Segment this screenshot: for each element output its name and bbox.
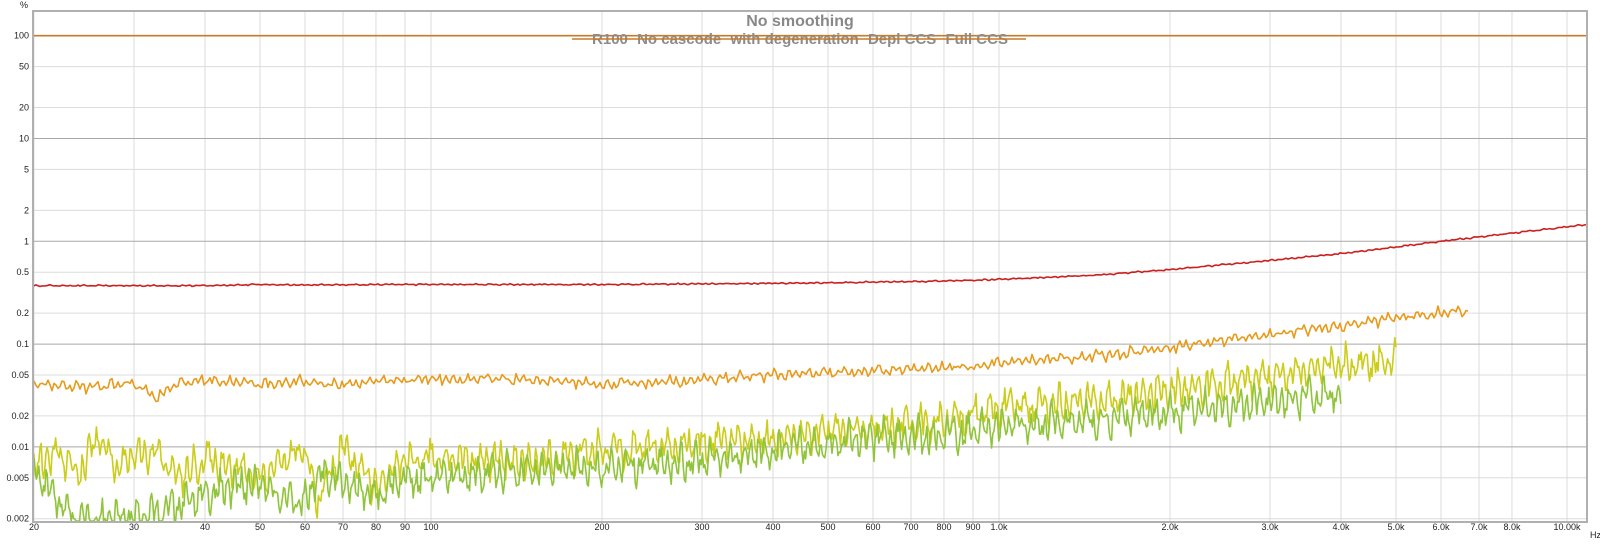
x-tick-label-2: 40 — [200, 522, 210, 532]
y-unit-label: % — [20, 0, 28, 10]
y-tick-label-14: 0.002 — [6, 514, 29, 524]
x-tick-label-21: 5.0k — [1388, 522, 1406, 532]
x-tick-label-10: 300 — [695, 522, 710, 532]
x-tick-label-6: 80 — [371, 522, 381, 532]
x-tick-label-17: 1.0k — [991, 522, 1009, 532]
series-line-4 — [33, 373, 1342, 522]
y-tick-label-9: 0.1 — [16, 339, 29, 349]
x-tick-label-4: 60 — [300, 522, 310, 532]
x-tick-label-15: 800 — [936, 522, 951, 532]
y-axis: 100 50 20 10 5 2 1 0.5 0.2 0.1 0.05 0.02 0.01 0.005 0.… — [6, 31, 29, 524]
x-tick-label-11: 400 — [765, 522, 780, 532]
y-tick-label-7: 0.5 — [16, 267, 29, 277]
plot-frame — [32, 10, 1588, 523]
y-tick-label-4: 5 — [24, 164, 29, 174]
x-tick-label-24: 8.0k — [1503, 522, 1521, 532]
x-tick-label-5: 70 — [338, 522, 348, 532]
x-tick-label-0: 20 — [29, 522, 39, 532]
y-tick-label-0: 100 — [14, 31, 29, 41]
x-unit-label: Hz — [1590, 530, 1600, 540]
x-tick-label-8: 100 — [423, 522, 438, 532]
x-tick-label-1: 30 — [129, 522, 139, 532]
y-tick-label-1: 50 — [19, 62, 29, 72]
x-tick-label-18: 2.0k — [1161, 522, 1179, 532]
y-tick-label-3: 10 — [19, 133, 29, 143]
x-tick-label-23: 7.0k — [1471, 522, 1489, 532]
x-tick-label-14: 700 — [904, 522, 919, 532]
y-tick-label-8: 0.2 — [16, 308, 29, 318]
y-tick-label-12: 0.01 — [11, 442, 29, 452]
x-tick-label-13: 600 — [865, 522, 880, 532]
x-tick-label-7: 90 — [400, 522, 410, 532]
x-tick-label-25: 10.00k — [1553, 522, 1581, 532]
series-lines — [33, 34, 1587, 522]
x-axis: 20 30 40 50 60 70 80 90 100 200 300 400 500 600 700 800… — [29, 522, 1581, 532]
series-line-1 — [33, 223, 1587, 288]
y-tick-label-10: 0.05 — [11, 370, 29, 380]
y-tick-label-5: 2 — [24, 205, 29, 215]
x-tick-label-12: 500 — [821, 522, 836, 532]
y-tick-label-11: 0.02 — [11, 411, 29, 421]
chart-title: No smoothing — [746, 13, 854, 30]
y-tick-label-13: 0.005 — [6, 473, 29, 483]
x-tick-label-22: 6.0k — [1432, 522, 1450, 532]
x-tick-label-19: 3.0k — [1262, 522, 1280, 532]
x-tick-label-9: 200 — [594, 522, 609, 532]
x-tick-label-20: 4.0k — [1332, 522, 1350, 532]
x-tick-label-16: 900 — [966, 522, 981, 532]
series-line-2 — [33, 305, 1469, 403]
x-tick-label-3: 50 — [255, 522, 265, 532]
y-tick-label-2: 20 — [19, 103, 29, 113]
y-tick-label-6: 1 — [24, 236, 29, 246]
